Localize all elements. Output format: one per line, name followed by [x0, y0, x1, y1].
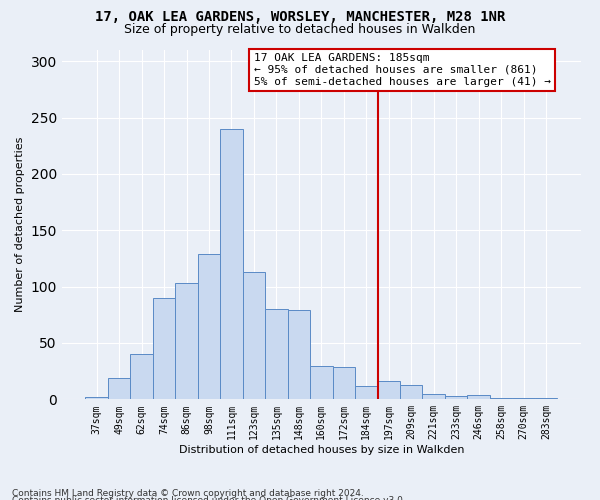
Bar	[220, 129, 242, 400]
Bar	[310, 366, 332, 400]
Bar	[175, 284, 198, 400]
Bar	[377, 382, 400, 400]
Bar	[467, 395, 490, 400]
Bar	[400, 384, 422, 400]
Bar	[332, 366, 355, 400]
Bar	[287, 310, 310, 400]
Bar	[198, 254, 220, 400]
Bar	[445, 396, 467, 400]
Bar	[130, 354, 153, 400]
Bar	[535, 398, 557, 400]
Bar	[153, 298, 175, 400]
Text: Contains public sector information licensed under the Open Government Licence v3: Contains public sector information licen…	[12, 496, 406, 500]
Bar	[490, 398, 512, 400]
Y-axis label: Number of detached properties: Number of detached properties	[15, 137, 25, 312]
Text: Contains HM Land Registry data © Crown copyright and database right 2024.: Contains HM Land Registry data © Crown c…	[12, 488, 364, 498]
Bar	[355, 386, 377, 400]
Text: Size of property relative to detached houses in Walkden: Size of property relative to detached ho…	[124, 22, 476, 36]
Text: 17, OAK LEA GARDENS, WORSLEY, MANCHESTER, M28 1NR: 17, OAK LEA GARDENS, WORSLEY, MANCHESTER…	[95, 10, 505, 24]
Bar	[85, 397, 108, 400]
Bar	[108, 378, 130, 400]
Bar	[422, 394, 445, 400]
Bar	[512, 398, 535, 400]
X-axis label: Distribution of detached houses by size in Walkden: Distribution of detached houses by size …	[179, 445, 464, 455]
Bar	[242, 272, 265, 400]
Bar	[265, 309, 287, 400]
Text: 17 OAK LEA GARDENS: 185sqm
← 95% of detached houses are smaller (861)
5% of semi: 17 OAK LEA GARDENS: 185sqm ← 95% of deta…	[254, 54, 551, 86]
